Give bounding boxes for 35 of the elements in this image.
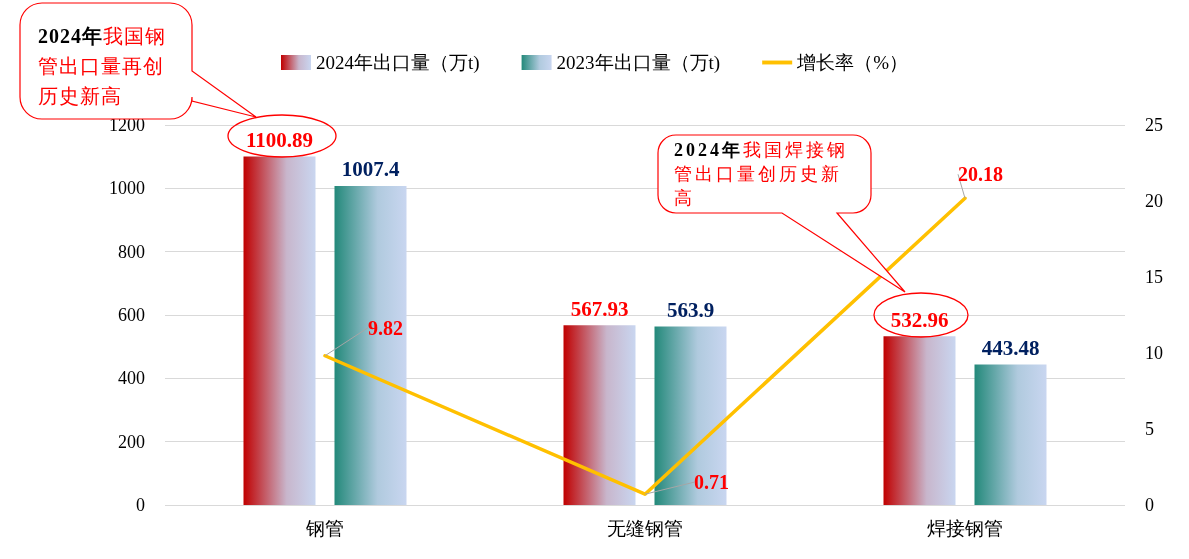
annotation: 2024年我国焊接钢管出口量创历史新高 bbox=[674, 140, 848, 208]
bar bbox=[563, 325, 636, 505]
data-label: 563.9 bbox=[666, 297, 715, 322]
x-tick-label: 钢管 bbox=[305, 518, 344, 539]
y-tick-label: 400 bbox=[118, 368, 145, 389]
text: 2024年我国钢管出口量再创历史新高 bbox=[38, 25, 166, 107]
bar bbox=[654, 326, 727, 505]
bar bbox=[334, 185, 407, 505]
y2-tick-label: 0 bbox=[1145, 495, 1154, 515]
y2-tick-label: 15 bbox=[1145, 267, 1163, 287]
bar bbox=[243, 156, 316, 505]
data-label: 1007.4 bbox=[341, 157, 400, 182]
y2-tick-label: 25 bbox=[1145, 115, 1163, 135]
bar bbox=[974, 364, 1047, 505]
x-tick-label: 焊接钢管 bbox=[927, 518, 1003, 539]
y-tick-label: 200 bbox=[118, 431, 145, 452]
y-tick-label: 1000 bbox=[109, 178, 145, 199]
legend-label: 增长率（%） bbox=[796, 52, 909, 73]
data-label: 9.82 bbox=[368, 316, 403, 339]
data-label: 532.96 bbox=[890, 307, 949, 332]
y-tick-label: 600 bbox=[118, 305, 145, 325]
legend-label: 2024年出口量（万t) bbox=[315, 52, 480, 74]
data-label: 20.18 bbox=[958, 163, 1003, 186]
data-label: 567.93 bbox=[570, 296, 629, 321]
data-label: 0.71 bbox=[694, 471, 729, 494]
x-tick-label: 无缝钢管 bbox=[607, 518, 683, 539]
data-label: 1100.89 bbox=[245, 127, 314, 152]
y2-tick-label: 10 bbox=[1145, 343, 1163, 363]
y-tick-label: 0 bbox=[136, 495, 145, 515]
bar bbox=[883, 336, 956, 505]
y2-tick-label: 5 bbox=[1145, 419, 1154, 439]
data-label: 443.48 bbox=[981, 336, 1040, 361]
legend-label: 2023年出口量（万t) bbox=[556, 52, 721, 74]
y-tick-label: 800 bbox=[118, 241, 145, 262]
y2-tick-label: 20 bbox=[1145, 191, 1163, 211]
